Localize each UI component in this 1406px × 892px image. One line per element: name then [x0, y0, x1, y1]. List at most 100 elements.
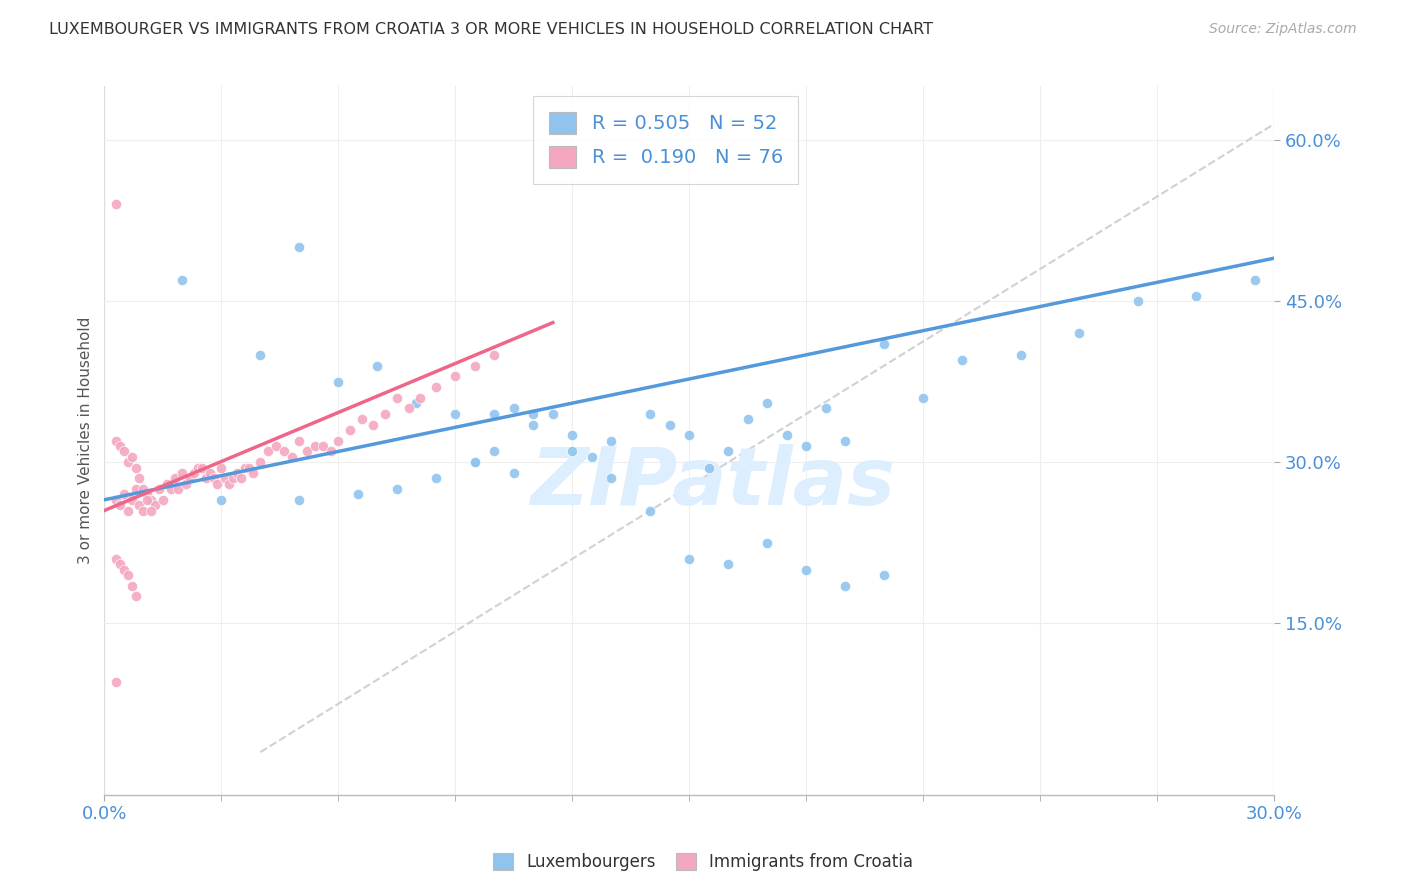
Point	[191, 460, 214, 475]
Point	[398, 401, 420, 416]
Point	[121, 579, 143, 593]
Point	[1243, 273, 1265, 287]
Point	[152, 492, 174, 507]
Point	[295, 444, 318, 458]
Point	[912, 391, 935, 405]
Point	[112, 444, 135, 458]
Point	[678, 428, 700, 442]
Point	[717, 444, 740, 458]
Point	[756, 535, 779, 549]
Point	[108, 558, 131, 572]
Point	[112, 563, 135, 577]
Point	[112, 487, 135, 501]
Legend: R = 0.505   N = 52, R =  0.190   N = 76: R = 0.505 N = 52, R = 0.190 N = 76	[533, 96, 799, 184]
Point	[464, 359, 486, 373]
Point	[124, 590, 146, 604]
Point	[561, 444, 583, 458]
Point	[678, 551, 700, 566]
Point	[1185, 289, 1208, 303]
Point	[105, 434, 128, 448]
Point	[717, 558, 740, 572]
Point	[502, 401, 524, 416]
Point	[319, 444, 342, 458]
Point	[132, 482, 155, 496]
Point	[143, 498, 166, 512]
Point	[172, 273, 194, 287]
Point	[304, 439, 326, 453]
Point	[873, 568, 896, 582]
Point	[522, 407, 544, 421]
Legend: Luxembourgers, Immigrants from Croatia: Luxembourgers, Immigrants from Croatia	[485, 845, 921, 880]
Point	[328, 375, 350, 389]
Point	[174, 476, 197, 491]
Point	[776, 428, 799, 442]
Point	[117, 503, 139, 517]
Point	[834, 434, 856, 448]
Point	[640, 503, 662, 517]
Point	[167, 482, 190, 496]
Point	[444, 407, 467, 421]
Point	[117, 568, 139, 582]
Point	[124, 460, 146, 475]
Point	[172, 466, 194, 480]
Point	[522, 417, 544, 432]
Point	[233, 460, 256, 475]
Point	[249, 455, 271, 469]
Point	[1126, 294, 1149, 309]
Point	[873, 337, 896, 351]
Point	[328, 434, 350, 448]
Point	[179, 471, 201, 485]
Point	[288, 492, 311, 507]
Point	[794, 563, 817, 577]
Text: LUXEMBOURGER VS IMMIGRANTS FROM CROATIA 3 OR MORE VEHICLES IN HOUSEHOLD CORRELAT: LUXEMBOURGER VS IMMIGRANTS FROM CROATIA …	[49, 22, 934, 37]
Point	[464, 455, 486, 469]
Point	[105, 197, 128, 211]
Point	[141, 503, 163, 517]
Point	[658, 417, 681, 432]
Point	[1069, 326, 1091, 341]
Point	[159, 482, 181, 496]
Text: ZIPatlas: ZIPatlas	[530, 444, 896, 522]
Point	[121, 492, 143, 507]
Point	[257, 444, 280, 458]
Point	[264, 439, 287, 453]
Point	[194, 471, 217, 485]
Point	[600, 471, 623, 485]
Point	[214, 471, 236, 485]
Y-axis label: 3 or more Vehicles in Household: 3 or more Vehicles in Household	[79, 317, 93, 565]
Point	[385, 482, 408, 496]
Point	[222, 471, 245, 485]
Point	[141, 492, 163, 507]
Point	[136, 492, 159, 507]
Point	[484, 444, 506, 458]
Point	[229, 471, 252, 485]
Point	[794, 439, 817, 453]
Point	[105, 551, 128, 566]
Point	[121, 450, 143, 464]
Point	[105, 675, 128, 690]
Point	[273, 444, 295, 458]
Point	[405, 396, 427, 410]
Point	[288, 434, 311, 448]
Point	[366, 359, 388, 373]
Point	[198, 466, 221, 480]
Point	[128, 471, 150, 485]
Point	[950, 353, 973, 368]
Point	[209, 492, 232, 507]
Point	[541, 407, 564, 421]
Point	[697, 460, 720, 475]
Text: Source: ZipAtlas.com: Source: ZipAtlas.com	[1209, 22, 1357, 37]
Point	[363, 417, 385, 432]
Point	[737, 412, 759, 426]
Point	[148, 482, 170, 496]
Point	[187, 460, 209, 475]
Point	[814, 401, 837, 416]
Point	[132, 503, 155, 517]
Point	[484, 348, 506, 362]
Point	[640, 407, 662, 421]
Point	[484, 407, 506, 421]
Point	[117, 455, 139, 469]
Point	[756, 396, 779, 410]
Point	[288, 240, 311, 254]
Point	[242, 466, 264, 480]
